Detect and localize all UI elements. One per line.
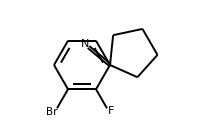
Text: F: F xyxy=(108,106,114,116)
Text: Br: Br xyxy=(46,107,58,117)
Text: N: N xyxy=(80,39,89,49)
